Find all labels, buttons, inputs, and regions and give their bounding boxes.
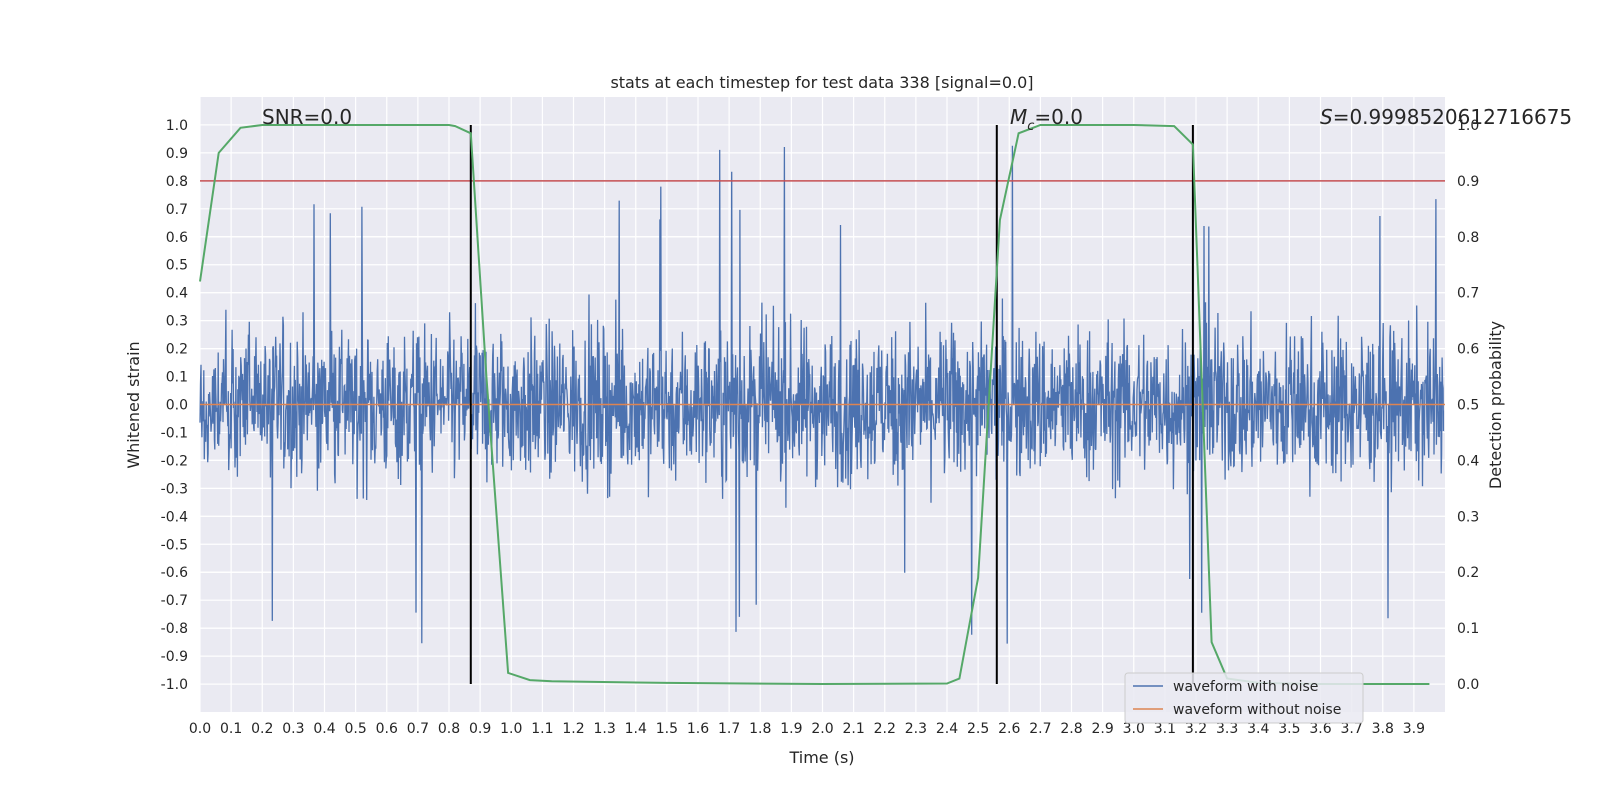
x-tick-label: 3.5 xyxy=(1278,721,1300,737)
y-tick-label: -1.0 xyxy=(161,677,188,693)
y-axis-ticks: 1.0 0.9 0.8 0.7 0.6 0.5 0.4 0.3 0.2 0.1 0.0 -0.1 -0.… xyxy=(161,118,188,693)
score-annotation: S=0.9998520612716675 xyxy=(1320,105,1572,129)
y-axis-label: Whitened strain xyxy=(124,341,143,468)
chirp-mass-value: =0.0 xyxy=(1034,105,1083,129)
y2-tick-label: 0.9 xyxy=(1457,174,1479,190)
x-tick-label: 1.2 xyxy=(562,721,584,737)
x-tick-label: 0.3 xyxy=(282,721,304,737)
y-tick-label: 1.0 xyxy=(166,118,188,134)
x-tick-label: 0.1 xyxy=(220,721,242,737)
y2-tick-label: 0.1 xyxy=(1457,621,1479,637)
x-tick-label: 0.0 xyxy=(189,721,211,737)
x-tick-label: 2.1 xyxy=(842,721,864,737)
y-tick-label: -0.8 xyxy=(161,621,188,637)
legend-box xyxy=(1124,672,1364,724)
x-tick-label: 1.9 xyxy=(780,721,802,737)
x-tick-label: 2.8 xyxy=(1060,721,1082,737)
chirp-mass-subscript: c xyxy=(1027,119,1034,134)
x-tick-label: 1.0 xyxy=(500,721,522,737)
detection-probability-series xyxy=(199,124,1430,686)
x-tick-label: 0.9 xyxy=(469,721,491,737)
y2-axis-ticks: 1.0 0.9 0.8 0.7 0.6 0.5 0.4 0.3 0.2 0.1 0.0 xyxy=(1457,118,1479,693)
y-tick-label: 0.3 xyxy=(166,314,188,330)
score-symbol: S xyxy=(1320,105,1333,129)
x-tick-label: 1.3 xyxy=(593,721,615,737)
x-tick-label: 1.1 xyxy=(531,721,553,737)
y-tick-label: 0.8 xyxy=(166,174,188,190)
x-tick-label: 2.0 xyxy=(811,721,833,737)
y-tick-label: -0.3 xyxy=(161,481,188,497)
x-tick-label: 2.3 xyxy=(905,721,927,737)
x-axis-label: Time (s) xyxy=(788,748,854,767)
legend-label-clean: waveform without noise xyxy=(1173,702,1341,718)
y-tick-label: 0.2 xyxy=(166,342,188,358)
y2-tick-label: 0.6 xyxy=(1457,342,1479,358)
x-axis-ticks: 0.0 0.1 0.2 0.3 0.4 0.5 0.6 0.7 0.8 0.9 1.0 1.1 1.2 1… xyxy=(189,721,1425,737)
y2-axis-label: Detection probability xyxy=(1486,321,1505,489)
y-tick-label: -0.4 xyxy=(161,509,188,525)
noise-trace xyxy=(199,145,1445,644)
x-tick-label: 0.5 xyxy=(344,721,366,737)
x-tick-label: 3.4 xyxy=(1247,721,1269,737)
x-tick-label: 3.9 xyxy=(1403,721,1425,737)
x-tick-label: 3.7 xyxy=(1340,721,1362,737)
y2-tick-label: 0.2 xyxy=(1457,565,1479,581)
y-tick-label: -0.6 xyxy=(161,565,188,581)
y2-tick-label: 0.7 xyxy=(1457,286,1479,302)
x-tick-label: 2.6 xyxy=(998,721,1020,737)
y-tick-label: 0.4 xyxy=(166,286,188,302)
y-tick-label: -0.9 xyxy=(161,649,188,665)
y-tick-label: 0.9 xyxy=(166,146,188,162)
legend-label-noise: waveform with noise xyxy=(1173,679,1318,695)
chirp-mass-annotation: Mc=0.0 xyxy=(1010,105,1083,134)
x-tick-label: 3.6 xyxy=(1309,721,1331,737)
x-tick-label: 3.0 xyxy=(1123,721,1145,737)
x-tick-label: 0.8 xyxy=(438,721,460,737)
score-value: =0.9998520612716675 xyxy=(1333,105,1572,129)
y-tick-label: 0.0 xyxy=(166,398,188,414)
x-tick-label: 0.6 xyxy=(376,721,398,737)
x-tick-label: 1.5 xyxy=(656,721,678,737)
chart-title: stats at each timestep for test data 338… xyxy=(610,73,1033,92)
y-tick-label: -0.2 xyxy=(161,453,188,469)
x-tick-label: 3.8 xyxy=(1372,721,1394,737)
y-tick-label: 0.1 xyxy=(166,370,188,386)
x-tick-label: 1.4 xyxy=(625,721,647,737)
x-tick-label: 1.8 xyxy=(749,721,771,737)
snr-annotation: SNR=0.0 xyxy=(262,105,352,129)
y2-tick-label: 0.4 xyxy=(1457,453,1479,469)
x-tick-label: 2.9 xyxy=(1091,721,1113,737)
y-tick-label: 0.5 xyxy=(166,258,188,274)
x-tick-label: 0.4 xyxy=(313,721,335,737)
x-tick-label: 0.7 xyxy=(407,721,429,737)
legend: waveform with noise waveform without noi… xyxy=(1124,672,1364,724)
y2-tick-label: 0.0 xyxy=(1457,677,1479,693)
x-tick-label: 1.7 xyxy=(718,721,740,737)
x-tick-label: 1.6 xyxy=(687,721,709,737)
y-tick-label: -0.5 xyxy=(161,537,188,553)
waveform-with-noise-series xyxy=(199,145,1445,644)
y2-tick-label: 0.3 xyxy=(1457,509,1479,525)
event-markers xyxy=(469,124,1194,685)
y-tick-label: -0.1 xyxy=(161,425,188,441)
x-tick-label: 2.5 xyxy=(967,721,989,737)
y2-tick-label: 1.0 xyxy=(1457,118,1479,134)
y2-tick-label: 0.8 xyxy=(1457,230,1479,246)
x-tick-label: 0.2 xyxy=(251,721,273,737)
x-tick-label: 3.2 xyxy=(1185,721,1207,737)
y-tick-label: -0.7 xyxy=(161,593,188,609)
x-tick-label: 2.7 xyxy=(1029,721,1051,737)
y-tick-label: 0.7 xyxy=(166,202,188,218)
y2-tick-label: 0.5 xyxy=(1457,398,1479,414)
chirp-mass-symbol: M xyxy=(1010,105,1027,129)
x-tick-label: 3.1 xyxy=(1154,721,1176,737)
x-tick-label: 2.4 xyxy=(936,721,958,737)
x-tick-label: 2.2 xyxy=(874,721,896,737)
y-tick-label: 0.6 xyxy=(166,230,188,246)
x-tick-label: 3.3 xyxy=(1216,721,1238,737)
